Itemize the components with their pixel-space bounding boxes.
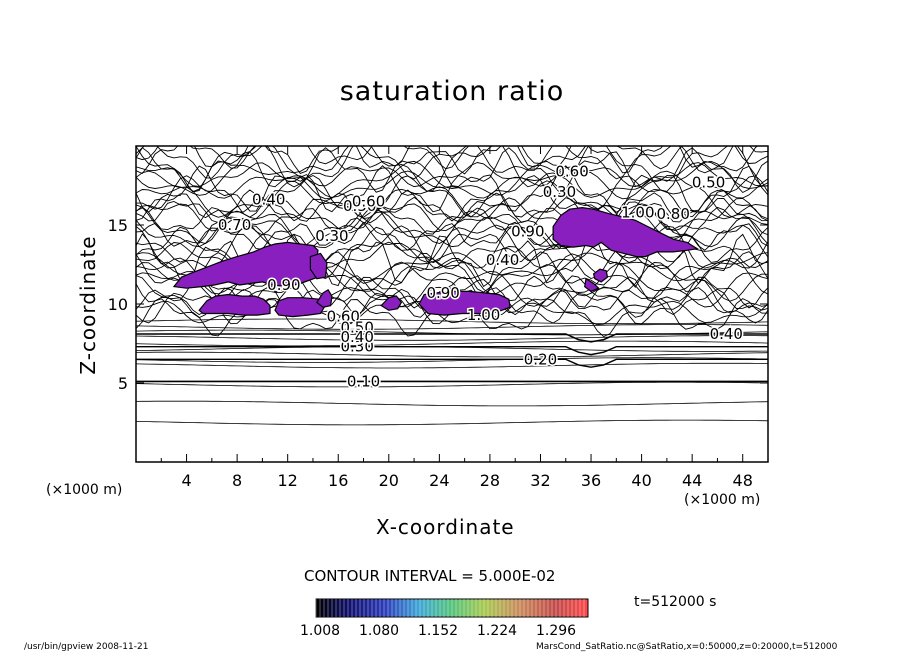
contour-label: 0.90	[426, 284, 459, 302]
contour-label: 0.70	[218, 216, 251, 234]
colorbar-tick-label: 1.224	[477, 623, 518, 639]
contour-line	[136, 146, 768, 170]
y-axis-label: Z-coordinate	[76, 235, 100, 375]
time-label: t=512000 s	[634, 594, 717, 610]
supersaturated-region	[274, 297, 325, 318]
contour-line	[136, 196, 768, 224]
contour-line	[136, 275, 768, 309]
y-tick-label: 5	[118, 374, 128, 393]
contour-line	[136, 147, 768, 194]
colorbar-tick-label: 1.008	[300, 623, 341, 639]
contour-label: 0.40	[340, 328, 373, 346]
contour-line	[136, 400, 768, 407]
contour-label: 0.90	[267, 276, 300, 294]
x-tick-label: 32	[530, 471, 550, 490]
colorbar-gradient	[315, 598, 589, 618]
contour-label: 0.40	[486, 251, 519, 269]
colorbar	[315, 598, 589, 618]
contour-line	[136, 275, 768, 319]
contour-line-major	[136, 346, 768, 356]
contour-line	[136, 362, 768, 369]
filled-regions	[172, 206, 699, 318]
contour-label: 1.00	[467, 306, 500, 324]
supersaturated-region	[315, 288, 333, 308]
contour-label: 0.30	[315, 227, 348, 245]
contour-label: 0.60	[327, 308, 360, 326]
contour-label: 0.50	[340, 319, 373, 337]
x-unit-label-left: (×1000 m)	[46, 482, 123, 498]
contour-label: 0.50	[692, 173, 725, 191]
x-tick-label: 24	[429, 471, 449, 490]
y-tick-label: 15	[108, 216, 128, 235]
supersaturated-region	[309, 252, 328, 280]
supersaturated-region	[418, 290, 511, 316]
contour-line	[136, 180, 768, 220]
x-axis-label: X-coordinate	[376, 515, 515, 539]
x-tick-label: 20	[379, 471, 399, 490]
contour-line	[136, 189, 768, 222]
colorbar-tick-label: 1.152	[418, 623, 459, 639]
contour-line	[136, 162, 768, 188]
contour-label: 0.20	[524, 350, 557, 368]
supersaturated-region	[198, 293, 271, 316]
supersaturated-region	[584, 277, 600, 293]
contour-line	[136, 346, 768, 352]
chart-title: saturation ratio	[339, 76, 565, 107]
contour-line	[136, 419, 768, 426]
contour-line	[136, 324, 768, 330]
contour-line	[136, 381, 768, 388]
x-tick-label: 40	[631, 471, 651, 490]
contour-line-major	[136, 358, 768, 368]
x-tick-label: 28	[480, 471, 500, 490]
contour-line	[136, 225, 768, 279]
contour-line	[136, 174, 768, 218]
contour-line	[136, 206, 768, 236]
colorbar-stripes	[315, 599, 585, 617]
contour-labels: 0.100.200.300.400.300.500.600.700.300.60…	[216, 161, 744, 392]
x-unit-label-right: (×1000 m)	[684, 492, 761, 508]
contour-line	[136, 297, 768, 326]
contour-line	[136, 253, 768, 300]
contour-line-major	[136, 333, 768, 343]
contour-line	[136, 146, 768, 175]
x-tick-label: 36	[581, 471, 601, 490]
supersaturated-region	[592, 268, 609, 283]
contour-label: 0.30	[543, 183, 576, 201]
contour-label: 1.00	[621, 203, 654, 221]
footer-right: MarsCond_SatRatio.nc@SatRatio,x=0:50000,…	[536, 642, 838, 652]
contour-label: 0.40	[710, 325, 743, 343]
y-tick-label: 10	[108, 295, 128, 314]
contour-label: 0.40	[252, 191, 285, 209]
x-tick-label: 44	[682, 471, 702, 490]
colorbar-tick-label: 1.296	[536, 623, 577, 639]
contour-label: 0.60	[555, 162, 588, 180]
x-tick-label: 16	[328, 471, 348, 490]
supersaturated-region	[552, 206, 699, 258]
x-tick-label: 48	[733, 471, 753, 490]
contour-line	[136, 351, 768, 358]
contour-label: 0.50	[343, 197, 376, 215]
colorbar-tick-label: 1.080	[359, 623, 400, 639]
contour-line	[136, 170, 768, 199]
footer-left: /usr/bin/gpview 2008-11-21	[24, 642, 149, 652]
x-tick-label: 4	[181, 471, 191, 490]
contour-line	[136, 211, 768, 250]
contour-line	[136, 357, 768, 363]
contour-line	[136, 335, 768, 341]
contour-label: 0.30	[340, 338, 373, 356]
contour-label: 0.60	[352, 192, 385, 210]
x-tick-label: 8	[232, 471, 242, 490]
contour-label: 0.80	[656, 205, 689, 223]
contour-line	[136, 340, 768, 347]
contour-label: 0.10	[347, 372, 380, 390]
contour-interval: CONTOUR INTERVAL = 5.000E-02	[304, 567, 556, 585]
contour-line	[136, 197, 768, 233]
x-tick-label: 12	[278, 471, 298, 490]
contour-label: 0.90	[511, 222, 544, 240]
supersaturated-region	[380, 295, 403, 311]
contour-line	[136, 146, 759, 180]
contour-line	[136, 318, 768, 325]
